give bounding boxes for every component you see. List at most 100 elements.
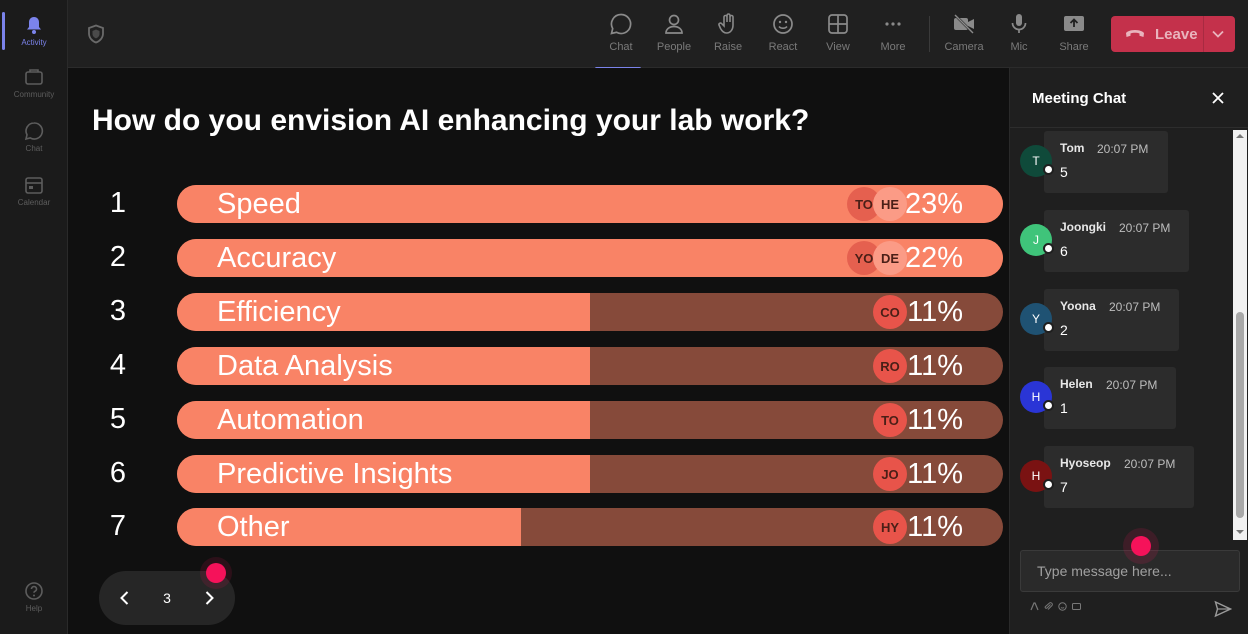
toolbar-share-button[interactable]: Share	[1048, 8, 1100, 64]
chat-message-input[interactable]	[1020, 550, 1240, 592]
chat-message[interactable]: Hyoseop 20:07 PM 7	[1044, 446, 1194, 508]
option-number: 5	[109, 403, 127, 435]
avatar[interactable]: H	[1020, 460, 1054, 492]
attach-icon[interactable]	[1044, 602, 1053, 611]
chat-message[interactable]: Tom 20:07 PM 5	[1044, 131, 1168, 193]
rail-item-chat[interactable]: Chat	[0, 112, 68, 162]
option-label: Accuracy	[217, 242, 337, 274]
smiley-icon	[773, 14, 793, 34]
message-timestamp: 20:07 PM	[1097, 142, 1149, 156]
app-rail: Activity Community Chat Calendar Help	[0, 0, 68, 634]
leave-button[interactable]: Leave	[1111, 16, 1235, 52]
voter-initials-chip: HE	[873, 187, 907, 221]
option-percent: 22%	[904, 242, 963, 274]
rail-item-label: Help	[25, 604, 43, 613]
rail-item-activity[interactable]: Activity	[0, 6, 68, 56]
format-icon[interactable]	[1030, 602, 1039, 611]
message-author: Helen	[1060, 377, 1093, 391]
hand-icon	[718, 13, 734, 34]
option-label: Other	[217, 511, 290, 543]
toolbar-button-label: React	[768, 41, 798, 53]
option-percent: 11%	[907, 458, 963, 490]
poll-stage: How do you envision AI enhancing your la…	[68, 68, 1009, 634]
share-icon	[1064, 16, 1084, 31]
result-bar-fill	[177, 401, 590, 439]
option-result-bar: Other HY 11%	[177, 508, 1003, 546]
chat-message[interactable]: Joongki 20:07 PM 6	[1044, 210, 1189, 272]
rail-item-community[interactable]: Community	[0, 58, 68, 108]
community-icon	[25, 69, 43, 85]
avatar[interactable]: Y	[1020, 303, 1054, 335]
voter-initials-chip: HY	[873, 510, 907, 544]
option-label: Predictive Insights	[217, 458, 453, 490]
chevron-left-icon[interactable]	[115, 588, 135, 608]
toolbar-raise-button[interactable]: Raise	[702, 8, 754, 64]
toolbar-people-button[interactable]: People	[648, 8, 700, 64]
avatar[interactable]: J	[1020, 224, 1054, 256]
rail-item-label: Activity	[21, 38, 47, 47]
avatar-initial: T	[1032, 154, 1040, 168]
shield-icon[interactable]	[86, 24, 106, 44]
poll-option-row: 1 Speed TO HE 23%	[68, 185, 1009, 225]
rail-item-calendar[interactable]: Calendar	[0, 166, 68, 216]
option-result-bar: Efficiency CO 11%	[177, 293, 1003, 331]
cursor-indicator	[1131, 536, 1151, 556]
voter-initials-chip: TO	[873, 403, 907, 437]
meeting-chat-panel: Meeting Chat Tom 20:07 PM 5 T Joongki 20:07 P…	[1009, 68, 1248, 634]
option-label: Automation	[217, 404, 364, 436]
leave-label: Leave	[1155, 25, 1198, 43]
toolbar-more-button[interactable]: More	[867, 8, 919, 64]
option-number: 2	[109, 241, 127, 273]
option-result-bar: Speed TO HE 23%	[177, 185, 1003, 223]
gif-icon[interactable]	[1072, 602, 1081, 611]
message-text: 2	[1060, 322, 1068, 338]
option-percent: 11%	[907, 296, 963, 328]
option-result-bar: Automation TO 11%	[177, 401, 1003, 439]
option-number: 7	[109, 510, 127, 542]
message-author: Hyoseop	[1060, 456, 1111, 470]
chat-icon	[24, 122, 44, 141]
scroll-down-arrow-icon[interactable]	[1236, 528, 1244, 536]
emoji-icon[interactable]	[1058, 602, 1067, 611]
voter-initials-chip: RO	[873, 349, 907, 383]
toolbar-view-button[interactable]: View	[812, 8, 864, 64]
rail-item-help[interactable]: Help	[0, 572, 68, 622]
option-percent: 11%	[907, 511, 963, 543]
send-icon[interactable]	[1214, 600, 1232, 618]
option-number: 6	[109, 457, 127, 489]
avatar[interactable]: T	[1020, 145, 1054, 177]
chat-message[interactable]: Helen 20:07 PM 1	[1044, 367, 1176, 429]
toolbar-camera-button[interactable]: Camera	[938, 8, 990, 64]
chevron-right-icon[interactable]	[199, 588, 219, 608]
avatar[interactable]: H	[1020, 381, 1054, 413]
toolbar-mic-button[interactable]: Mic	[993, 8, 1045, 64]
poll-option-row: 2 Accuracy YO DE 22%	[68, 239, 1009, 279]
chat-message[interactable]: Yoona 20:07 PM 2	[1044, 289, 1179, 351]
chat-scrollbar[interactable]	[1233, 130, 1247, 540]
avatar-initial: Y	[1031, 312, 1040, 326]
toolbar-button-label: More	[880, 41, 906, 53]
ellipsis-icon	[885, 22, 901, 26]
option-label: Efficiency	[217, 296, 341, 328]
calendar-icon	[25, 177, 43, 194]
message-text: 7	[1060, 479, 1068, 495]
scrollbar-thumb[interactable]	[1236, 312, 1244, 518]
poll-option-row: 6 Predictive Insights JO 11%	[68, 455, 1009, 495]
mic-icon	[1011, 14, 1027, 33]
presence-status-dot	[1043, 400, 1054, 411]
chevron-down-icon[interactable]	[1211, 28, 1225, 40]
message-text: 5	[1060, 164, 1068, 180]
close-icon[interactable]	[1210, 90, 1226, 106]
result-bar-fill	[177, 508, 521, 546]
chat-header: Meeting Chat	[1010, 68, 1248, 128]
toolbar-button-label: People	[656, 41, 692, 53]
toolbar-react-button[interactable]: React	[757, 8, 809, 64]
message-author: Tom	[1060, 141, 1085, 155]
message-text: 6	[1060, 243, 1068, 259]
meeting-toolbar: Chat People Raise React View More Camera…	[68, 0, 1248, 70]
scroll-up-arrow-icon[interactable]	[1236, 132, 1244, 140]
toolbar-chat-button[interactable]: Chat	[595, 8, 647, 70]
avatar-initial: H	[1031, 469, 1041, 483]
option-result-bar: Data Analysis RO 11%	[177, 347, 1003, 385]
option-percent: 23%	[904, 188, 963, 220]
